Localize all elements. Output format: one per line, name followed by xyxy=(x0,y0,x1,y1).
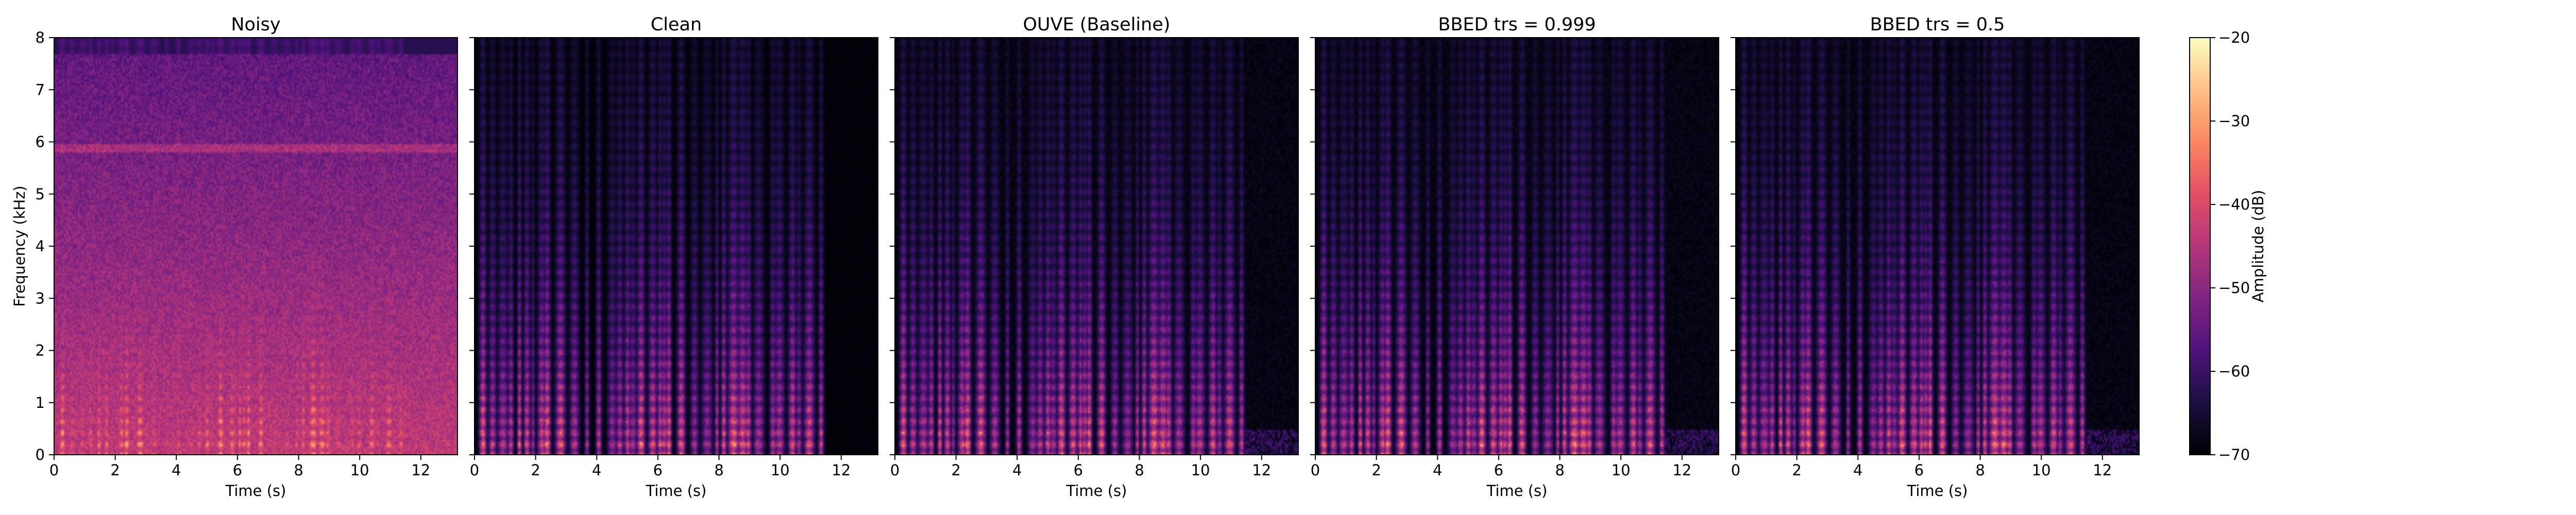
spectrogram-image xyxy=(1315,38,1719,455)
panel-title: BBED trs = 0.5 xyxy=(1870,14,2005,35)
x-tick-label: 4 xyxy=(1012,461,1022,479)
x-tick-label: 8 xyxy=(1975,461,1985,479)
x-tick-label: 10 xyxy=(350,461,369,479)
x-tick-label: 4 xyxy=(1853,461,1862,479)
x-axis-label: Time (s) xyxy=(1486,482,1548,500)
colorbar-gradient xyxy=(2189,37,2211,455)
x-tick-label: 6 xyxy=(1914,461,1924,479)
spectrogram-image xyxy=(895,38,1298,455)
x-tick-label: 6 xyxy=(653,461,663,479)
x-tick-label: 2 xyxy=(1371,461,1381,479)
panel-title: OUVE (Baseline) xyxy=(1023,14,1170,35)
x-tick-label: 4 xyxy=(592,461,601,479)
colorbar-tick-label: −40 xyxy=(2218,196,2250,213)
spectrogram-image xyxy=(1736,38,2139,455)
y-tick-label: 5 xyxy=(36,185,45,203)
x-tick-label: 6 xyxy=(1494,461,1503,479)
x-tick-label: 12 xyxy=(832,461,851,479)
y-tick-label: 7 xyxy=(36,81,45,98)
colorbar-tick-label: −60 xyxy=(2218,363,2250,380)
x-tick-label: 4 xyxy=(1433,461,1442,479)
y-tick-label: 0 xyxy=(36,446,45,464)
x-tick-label: 10 xyxy=(1612,461,1631,479)
x-tick-label: 12 xyxy=(1672,461,1691,479)
x-tick-label: 6 xyxy=(1074,461,1083,479)
x-tick-label: 0 xyxy=(1311,461,1320,479)
spectrogram-image xyxy=(54,38,457,455)
y-tick-label: 6 xyxy=(36,133,45,151)
y-tick-label: 2 xyxy=(36,342,45,359)
colorbar-tick-label: −70 xyxy=(2218,446,2250,464)
colorbar-tick-label: −50 xyxy=(2218,279,2250,297)
x-tick-label: 10 xyxy=(1191,461,1210,479)
spectrogram-panel: OUVE (Baseline) 0 2 4 6 8 10 12 Time (s) xyxy=(890,14,1299,500)
spectrogram-panel: BBED trs = 0.999 0 2 4 6 8 10 12 Time (s) xyxy=(1310,14,1719,500)
x-tick-label: 10 xyxy=(2032,461,2051,479)
x-axis-label: Time (s) xyxy=(646,482,707,500)
colorbar: −20 −30 −40 −50 −60 −70 Amplitude (dB) xyxy=(2189,29,2267,464)
spectrogram-panel: BBED trs = 0.5 0 2 4 6 8 10 12 Time (s) xyxy=(1731,14,2140,500)
y-axis-label: Frequency (kHz) xyxy=(11,185,28,306)
x-axis-label: Time (s) xyxy=(225,482,286,500)
spectrogram-image xyxy=(474,38,878,455)
x-tick-label: 0 xyxy=(470,461,479,479)
x-tick-label: 8 xyxy=(294,461,303,479)
x-tick-label: 8 xyxy=(1555,461,1564,479)
x-tick-label: 0 xyxy=(49,461,59,479)
panel-title: Noisy xyxy=(231,14,280,35)
x-tick-label: 2 xyxy=(110,461,120,479)
x-tick-label: 12 xyxy=(1252,461,1271,479)
x-tick-label: 0 xyxy=(890,461,900,479)
x-tick-label: 0 xyxy=(1731,461,1740,479)
y-tick-label: 1 xyxy=(36,394,45,411)
x-tick-label: 4 xyxy=(172,461,181,479)
x-tick-label: 2 xyxy=(531,461,540,479)
x-tick-label: 12 xyxy=(411,461,430,479)
spectrogram-panel: Clean 0 2 4 6 8 10 12 Time (s) xyxy=(469,14,878,500)
x-tick-label: 12 xyxy=(2093,461,2112,479)
colorbar-label: Amplitude (dB) xyxy=(2249,190,2267,303)
x-tick-label: 2 xyxy=(1792,461,1801,479)
x-tick-label: 8 xyxy=(714,461,723,479)
panel-title: BBED trs = 0.999 xyxy=(1438,14,1596,35)
x-tick-label: 6 xyxy=(233,461,242,479)
x-tick-label: 10 xyxy=(771,461,790,479)
colorbar-tick-label: −30 xyxy=(2218,112,2250,130)
y-tick-label: 8 xyxy=(36,29,45,46)
x-axis-label: Time (s) xyxy=(1066,482,1127,500)
y-tick-label: 4 xyxy=(36,237,45,255)
colorbar-tick-label: −20 xyxy=(2218,29,2250,46)
x-axis-label: Time (s) xyxy=(1907,482,1968,500)
y-tick-label: 3 xyxy=(36,289,45,307)
x-tick-label: 8 xyxy=(1134,461,1144,479)
panel-title: Clean xyxy=(651,14,702,35)
x-tick-label: 2 xyxy=(951,461,960,479)
